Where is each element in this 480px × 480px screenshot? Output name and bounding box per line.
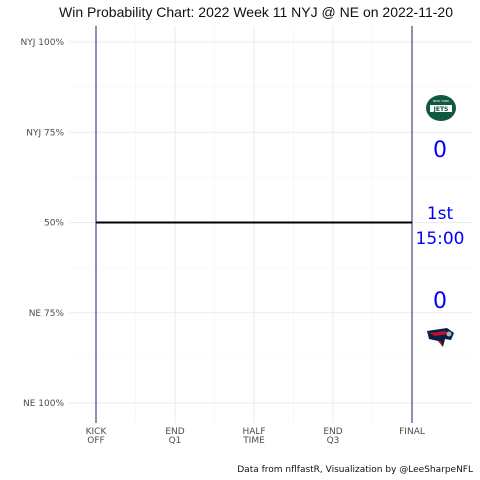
svg-text:JETS: JETS bbox=[433, 106, 449, 113]
ne-score: 0 bbox=[433, 289, 447, 314]
ne-logo bbox=[427, 328, 454, 347]
x-tick-label-2-1: TIME bbox=[242, 436, 265, 446]
x-tick-label-3-1: Q3 bbox=[327, 436, 340, 446]
x-tick-label-0-1: OFF bbox=[87, 436, 104, 446]
chart-caption: Data from nflfastR, Visualization by @Le… bbox=[237, 465, 473, 475]
y-tick-label-1: NYJ 75% bbox=[26, 128, 64, 138]
chart-title: Win Probability Chart: 2022 Week 11 NYJ … bbox=[59, 4, 453, 20]
game-quarter: 1st bbox=[427, 204, 454, 224]
nyj-score: 0 bbox=[433, 138, 447, 163]
x-tick-label-1-0: END bbox=[165, 427, 184, 437]
nyj-logo: JETS NEW YORK bbox=[426, 95, 456, 121]
x-tick-label-0-0: KICK bbox=[86, 427, 108, 437]
y-tick-label-0: NYJ 100% bbox=[21, 38, 65, 48]
x-tick-label-1-1: Q1 bbox=[169, 436, 182, 446]
y-tick-label-4: NE 100% bbox=[23, 399, 64, 409]
game-boundary-lines bbox=[95, 26, 413, 423]
x-tick-label-2-0: HALF bbox=[242, 427, 265, 437]
x-tick-label-3-0: END bbox=[323, 427, 342, 437]
y-axis-ticks: NYJ 100% NYJ 75% 50% NE 75% NE 100% bbox=[21, 38, 65, 409]
y-tick-label-2: 50% bbox=[44, 219, 64, 229]
x-tick-label-4-0: FINAL bbox=[399, 427, 425, 437]
svg-text:NEW YORK: NEW YORK bbox=[433, 99, 450, 103]
game-clock: 15:00 bbox=[416, 229, 465, 249]
y-tick-label-3: NE 75% bbox=[29, 309, 65, 319]
